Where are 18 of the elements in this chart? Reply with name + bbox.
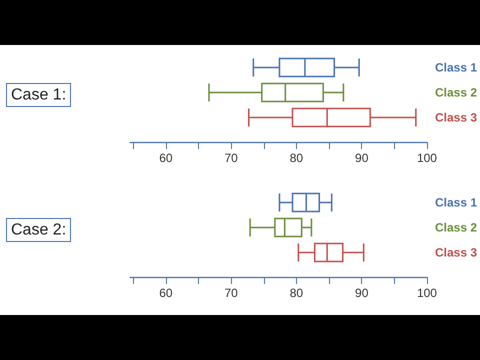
y-tick-label: Class 1 [434, 196, 478, 210]
y-tick-label: Class 1 [434, 60, 478, 74]
y-tick-label: Class 2 [434, 86, 478, 100]
x-tick-label: 80 [290, 151, 304, 165]
y-tick-label: Class 3 [434, 246, 478, 260]
y-tick-label: Class 3 [434, 110, 478, 124]
x-tick-label: 70 [224, 151, 238, 165]
x-tick-label: 80 [290, 286, 304, 300]
x-tick-label: 90 [355, 286, 369, 300]
x-tick-label: 100 [416, 151, 438, 165]
x-tick-label: 100 [416, 286, 438, 300]
x-tick-label: 60 [159, 286, 173, 300]
x-tick-label: 90 [355, 151, 369, 165]
text: Case 2: [11, 222, 66, 238]
text: Case 1: [11, 86, 66, 104]
x-tick-label: 60 [159, 151, 173, 165]
y-tick-label: Class 2 [434, 220, 478, 234]
x-tick-label: 70 [224, 286, 238, 300]
